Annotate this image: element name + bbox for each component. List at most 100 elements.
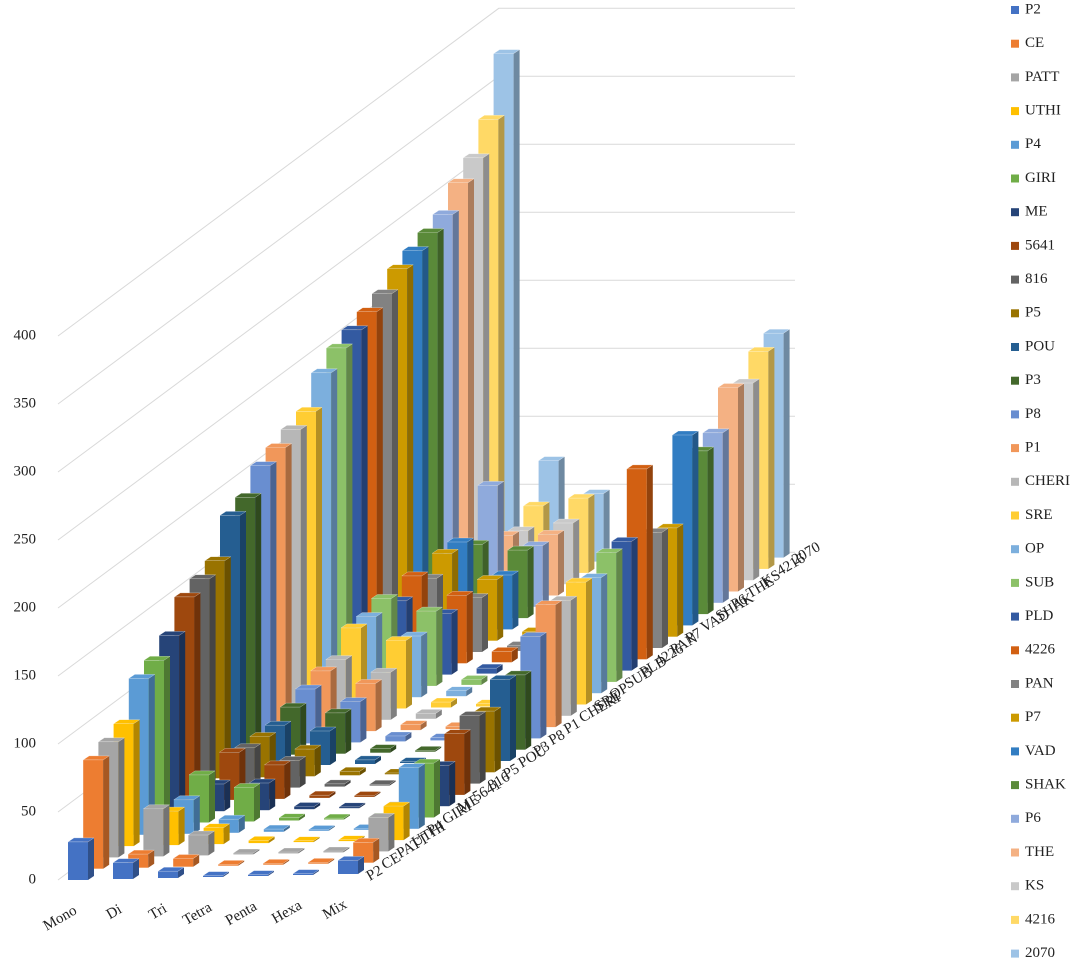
legend-label: 4216: [1025, 911, 1056, 927]
bar-side: [389, 780, 396, 786]
bar-top: [323, 813, 351, 819]
bar-top: [430, 697, 458, 703]
bar-top: [325, 343, 354, 349]
bar-front: [476, 703, 496, 707]
bar-top: [219, 511, 247, 516]
bar-top: [522, 501, 551, 507]
bar-top: [507, 526, 536, 532]
bar-top: [324, 655, 353, 660]
bar-side: [118, 737, 125, 858]
bar-front: [400, 761, 420, 763]
bar-front: [415, 713, 436, 719]
bar: [323, 813, 351, 820]
bar-side: [329, 791, 336, 798]
bar-front: [353, 828, 374, 830]
bar-top: [401, 246, 430, 251]
bar-top: [158, 631, 187, 636]
bar-top: [307, 858, 336, 863]
bar-top: [490, 647, 519, 652]
bar-side: [179, 631, 186, 813]
bar-front: [203, 875, 223, 877]
bar-side: [464, 729, 471, 795]
legend-label: SUB: [1025, 574, 1054, 590]
depth-label: P6: [729, 591, 751, 613]
legend-label: 4226: [1025, 642, 1056, 658]
bar-front: [355, 759, 375, 764]
bar-side: [313, 836, 320, 843]
legend-swatch: [1011, 140, 1019, 149]
bar-side: [422, 246, 429, 632]
bar-front: [294, 806, 315, 810]
bar-top: [595, 548, 624, 553]
bar-top: [127, 849, 156, 855]
bar-top: [310, 368, 339, 374]
bar-side: [148, 674, 155, 835]
bar-side: [285, 443, 292, 734]
legend-swatch: [1011, 882, 1019, 891]
legend-swatch: [1011, 444, 1019, 453]
bar-side: [406, 636, 412, 709]
bar-top: [414, 746, 443, 751]
bar-side: [254, 783, 260, 822]
bar-top: [323, 779, 352, 785]
legend-label: GIRI: [1025, 170, 1056, 186]
bar-top: [458, 711, 487, 716]
bar-side: [270, 461, 277, 745]
bar-front: [143, 808, 164, 857]
bar-top: [416, 228, 445, 233]
bar-top: [173, 592, 202, 598]
bar-top: [202, 823, 231, 829]
legend-label: P1: [1025, 440, 1041, 456]
bar-top: [97, 737, 126, 743]
bar-front: [234, 787, 254, 822]
bar-front: [400, 724, 421, 731]
bar-top: [445, 686, 474, 692]
bar-side: [253, 849, 260, 855]
bar-top: [279, 425, 308, 430]
bar: [384, 731, 413, 742]
bar-top: [534, 600, 563, 605]
bar-side: [558, 530, 564, 596]
bar-top: [473, 706, 502, 712]
legend-label: 5641: [1025, 237, 1055, 253]
x-tick-label: Tri: [146, 901, 169, 924]
bar: [112, 858, 140, 879]
bar-top: [610, 537, 639, 542]
bar-side: [418, 763, 425, 829]
bar-top: [112, 719, 141, 724]
x-tick-label: Tetra: [180, 899, 215, 928]
bar-top: [385, 636, 413, 641]
y-tick-label: 100: [14, 735, 37, 751]
bar-side: [434, 759, 440, 818]
bar-side: [373, 838, 380, 863]
legend-swatch: [1011, 208, 1019, 217]
bar-front: [278, 852, 299, 854]
bar-top: [308, 790, 337, 796]
bar-side: [468, 178, 474, 598]
legend-label: P8: [1025, 406, 1041, 422]
bar-top: [322, 846, 351, 852]
bar-front: [430, 737, 451, 741]
bar: [172, 854, 201, 867]
bar: [232, 848, 261, 855]
bar-top: [233, 743, 262, 749]
bar-top: [400, 631, 429, 637]
bar-top: [537, 456, 566, 461]
legend-label: PLD: [1025, 608, 1054, 624]
legend-swatch: [1011, 275, 1019, 284]
bar-top: [386, 264, 415, 269]
bar-front: [354, 795, 375, 797]
bar-side: [466, 686, 473, 697]
bar: [337, 856, 365, 874]
bar-top: [67, 837, 95, 843]
bar-side: [148, 850, 155, 868]
bar-top: [143, 656, 171, 661]
legend-label: P4: [1025, 136, 1041, 152]
bar-side: [481, 675, 488, 685]
bar-top: [477, 115, 506, 120]
bar: [414, 709, 443, 719]
bar-top: [431, 210, 460, 215]
grid-line: [57, 7, 795, 337]
bar-top: [415, 606, 444, 612]
bar: [322, 846, 351, 853]
